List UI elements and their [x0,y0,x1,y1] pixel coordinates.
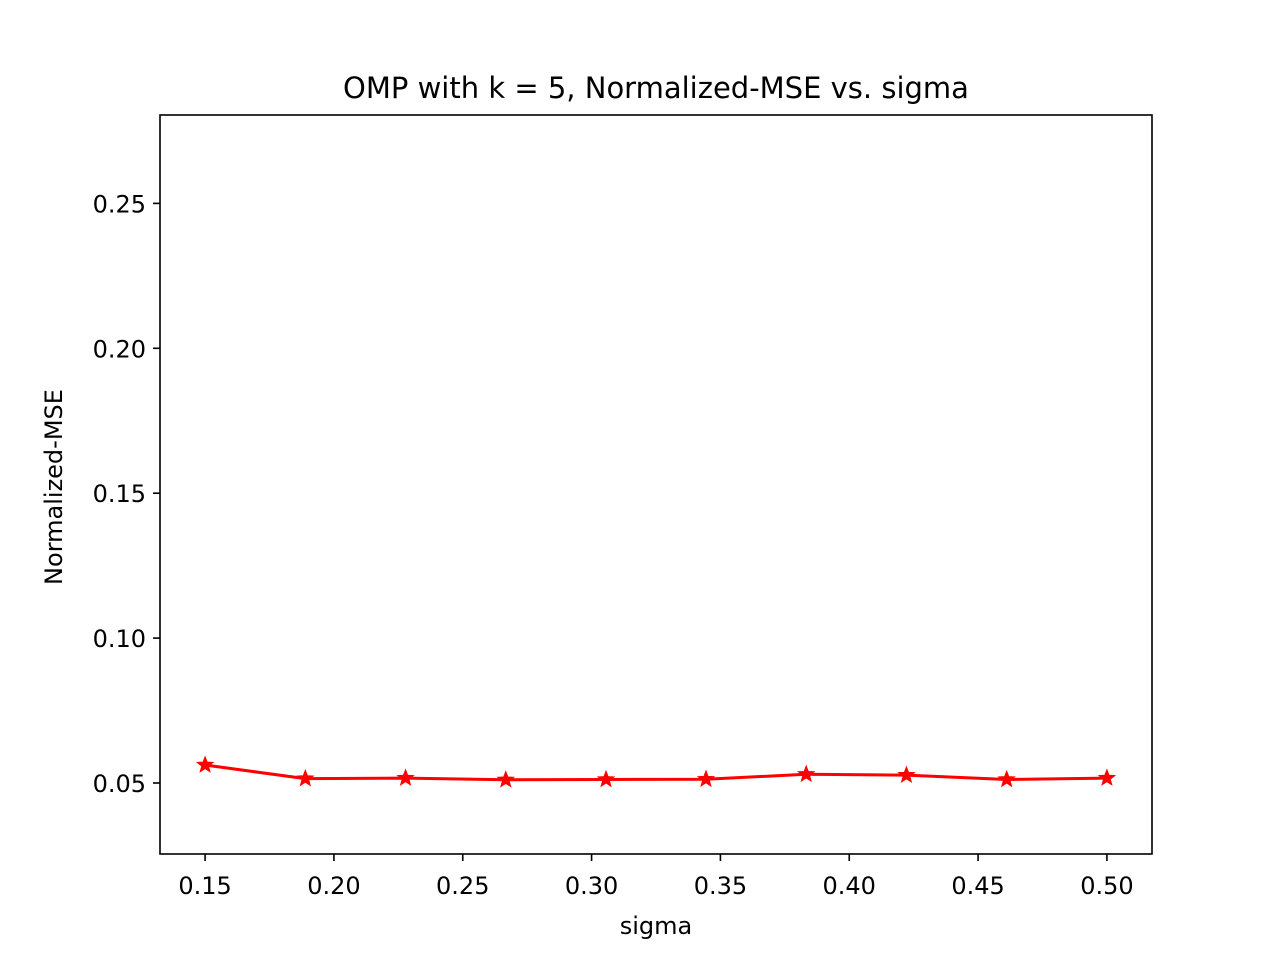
x-tick-label: 0.35 [694,872,747,900]
y-axis-ticks: 0.05 0.10 0.15 0.20 0.25 [93,190,160,798]
chart-title: OMP with k = 5, Normalized-MSE vs. sigma [343,71,969,105]
data-point-star [797,764,816,783]
x-axis-ticks: 0.15 0.20 0.25 0.30 0.35 0.40 0.45 0.50 [178,854,1134,900]
data-point-star [696,769,716,788]
y-axis-label: Normalized-MSE [40,389,68,585]
x-tick-label: 0.25 [436,872,489,900]
x-axis-label: sigma [620,912,693,940]
x-tick-label: 0.45 [951,872,1004,900]
plot-area-frame [159,114,1153,855]
data-point-star [195,755,215,773]
y-tick-label: 0.20 [93,335,146,363]
y-tick-label: 0.10 [93,625,146,653]
data-point-star [396,768,415,786]
data-point-star [596,769,616,788]
series-layer [195,755,1117,788]
x-tick-label: 0.15 [178,872,231,900]
y-tick-label: 0.15 [93,480,146,508]
data-point-star [997,769,1016,788]
x-tick-label: 0.50 [1080,872,1133,900]
x-tick-label: 0.30 [565,872,618,900]
data-point-star [496,770,515,788]
series-line [204,763,1107,782]
y-tick-label: 0.05 [93,770,146,798]
y-tick-label: 0.25 [93,190,146,218]
data-point-star [296,768,315,787]
data-point-star [1097,768,1117,786]
data-point-star [897,765,916,784]
x-tick-label: 0.20 [307,872,360,900]
x-tick-label: 0.40 [823,872,876,900]
